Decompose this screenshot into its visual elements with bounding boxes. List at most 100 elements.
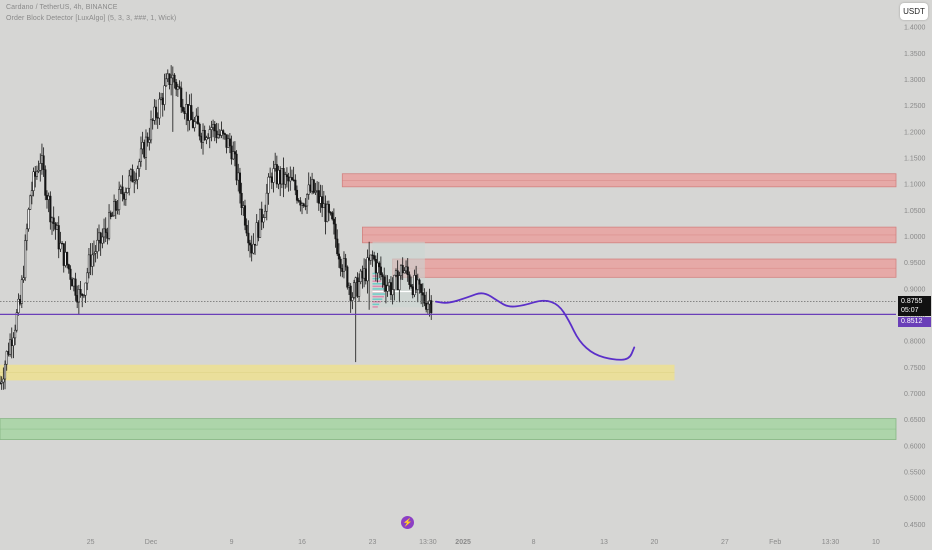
currency-button[interactable]: USDT bbox=[900, 3, 928, 20]
candle-body bbox=[349, 285, 352, 301]
candle-body bbox=[290, 177, 294, 181]
bar-countdown: 05:07 bbox=[901, 307, 919, 314]
candle-body bbox=[153, 106, 156, 121]
candle-body bbox=[341, 268, 344, 272]
candle-body bbox=[227, 138, 230, 148]
candle-body bbox=[66, 252, 69, 265]
candle-body bbox=[217, 134, 220, 138]
volume-bar bbox=[372, 280, 382, 282]
candle-body bbox=[72, 278, 75, 287]
time-tick-label: 10 bbox=[872, 539, 880, 546]
candle-body bbox=[237, 172, 240, 181]
candle-body bbox=[264, 210, 267, 218]
candle-body bbox=[327, 203, 330, 213]
candle-body bbox=[195, 115, 198, 123]
price-tick-label: 0.8000 bbox=[904, 339, 926, 346]
candle-body bbox=[183, 111, 186, 114]
candle-body bbox=[50, 217, 54, 223]
candle-body bbox=[284, 174, 287, 185]
volume-bar bbox=[372, 288, 386, 290]
candle-body bbox=[223, 133, 226, 135]
candle-body bbox=[364, 268, 367, 282]
candle-body bbox=[243, 205, 247, 226]
candle-body bbox=[129, 169, 132, 177]
candle-body bbox=[403, 270, 406, 274]
candle-body bbox=[203, 129, 206, 141]
candle-body bbox=[171, 74, 174, 79]
candle-body bbox=[257, 222, 260, 238]
candle-body bbox=[270, 176, 273, 183]
volume-bar bbox=[372, 275, 379, 277]
candle-body bbox=[421, 292, 424, 296]
candle-body bbox=[410, 284, 413, 287]
candle-body bbox=[388, 282, 391, 287]
candle-body bbox=[394, 270, 398, 276]
candle-body bbox=[215, 130, 218, 138]
candle-body bbox=[42, 155, 45, 170]
candle-body bbox=[289, 177, 292, 182]
candle-body bbox=[331, 212, 334, 220]
candle-body bbox=[311, 179, 314, 192]
candle-body bbox=[34, 171, 37, 177]
candle-body bbox=[2, 378, 5, 383]
symbol-title[interactable]: Cardano / TetherUS, 4h, BINANCE bbox=[6, 4, 118, 11]
candle-body bbox=[218, 134, 221, 136]
candle-body bbox=[366, 257, 369, 282]
candle-body bbox=[10, 339, 13, 346]
candle-body bbox=[29, 195, 32, 210]
candle-body bbox=[185, 104, 188, 114]
candle-body bbox=[384, 284, 387, 292]
candle-body bbox=[316, 190, 319, 192]
time-tick-label: 13 bbox=[600, 539, 608, 546]
candle-body bbox=[252, 243, 255, 254]
time-tick-label: 23 bbox=[369, 539, 377, 546]
candle-body bbox=[37, 170, 40, 172]
candle-body bbox=[76, 295, 79, 303]
candle-body bbox=[64, 252, 67, 266]
candle-body bbox=[39, 163, 42, 171]
candle-body bbox=[260, 208, 263, 223]
candle-body bbox=[17, 298, 20, 313]
time-tick-label: 16 bbox=[298, 539, 306, 546]
candle-body bbox=[248, 242, 252, 246]
candle-body bbox=[101, 236, 104, 244]
candle-body bbox=[426, 303, 429, 310]
candle-body bbox=[143, 142, 146, 158]
candle-body bbox=[354, 277, 357, 283]
candle-body bbox=[277, 169, 280, 185]
candle-body bbox=[116, 209, 119, 211]
candle-body bbox=[309, 184, 312, 192]
price-axis: 1.4000 1.3500 1.3000 1.2500 1.2000 1.1500 1.10… bbox=[904, 25, 926, 529]
candle-body bbox=[15, 312, 18, 331]
lightning-icon[interactable]: ⚡ bbox=[401, 516, 414, 529]
candle-body bbox=[232, 151, 235, 160]
candle-body bbox=[250, 244, 253, 254]
candle-body bbox=[274, 164, 277, 169]
candle-body bbox=[131, 169, 134, 183]
candle-body bbox=[207, 137, 210, 139]
candle-body bbox=[114, 201, 117, 211]
candle-body bbox=[102, 228, 106, 238]
candle-body bbox=[280, 168, 283, 185]
candle-body bbox=[201, 129, 205, 143]
candle-body bbox=[401, 265, 404, 274]
candle-body bbox=[240, 192, 243, 208]
candle-body bbox=[86, 272, 89, 284]
time-tick-label: 8 bbox=[532, 539, 536, 546]
time-tick-label: 25 bbox=[87, 539, 95, 546]
candle-body bbox=[74, 278, 77, 296]
candle-body bbox=[176, 86, 179, 90]
candle-body bbox=[406, 266, 409, 275]
candle-body bbox=[374, 259, 377, 274]
candle-body bbox=[32, 171, 35, 191]
candle-body bbox=[418, 279, 421, 285]
candle-body bbox=[398, 275, 401, 291]
candle-body bbox=[292, 179, 295, 181]
candle-body bbox=[233, 151, 236, 155]
indicator-label[interactable]: Order Block Detector [LuxAlgo] (5, 3, 3,… bbox=[6, 15, 177, 22]
candle-body bbox=[193, 121, 196, 128]
time-tick-label: 20 bbox=[650, 539, 658, 546]
candle-body bbox=[108, 212, 111, 239]
candle-body bbox=[358, 281, 361, 297]
